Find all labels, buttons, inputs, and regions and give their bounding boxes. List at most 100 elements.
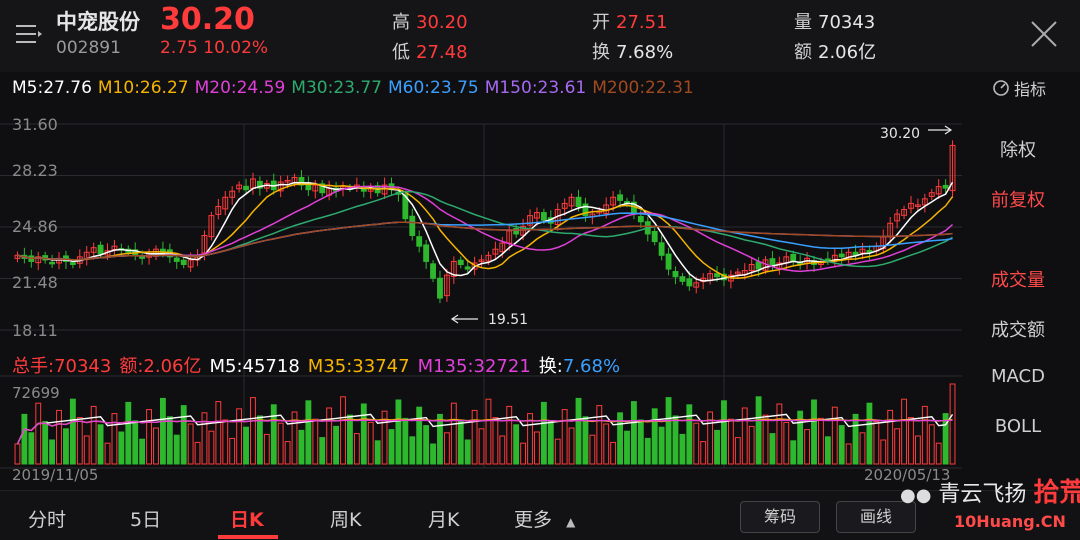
volume-bar bbox=[49, 439, 56, 465]
volume-bar bbox=[159, 397, 166, 465]
volume-bar bbox=[575, 397, 582, 465]
volume-legend-item: 7.68% bbox=[562, 356, 621, 377]
candle-body bbox=[229, 190, 236, 198]
watermark-site: 10Huang.CN bbox=[954, 512, 1066, 531]
candle-body bbox=[478, 259, 485, 262]
stat-turnover: 换 7.68% bbox=[592, 42, 674, 63]
volume-bar bbox=[250, 397, 256, 465]
candle-body bbox=[755, 261, 762, 270]
candle-body bbox=[173, 257, 180, 262]
high-marker-label: 30.20 bbox=[880, 126, 920, 142]
candle-body bbox=[312, 184, 319, 192]
volume-bar bbox=[824, 436, 831, 465]
menu-icon[interactable] bbox=[16, 22, 42, 46]
candle-body bbox=[935, 186, 942, 195]
volume-bar bbox=[97, 424, 104, 465]
candle-body bbox=[568, 196, 575, 207]
tab-weekly-k[interactable]: 周K bbox=[330, 509, 362, 531]
option-2[interactable]: 成交量 bbox=[991, 270, 1045, 291]
volume-bar bbox=[402, 417, 409, 465]
volume-bar bbox=[388, 429, 395, 465]
candle-body bbox=[914, 204, 921, 207]
tab-monthly-k[interactable]: 月K bbox=[428, 509, 460, 531]
candle-body bbox=[416, 236, 423, 247]
option-0[interactable]: 除权 bbox=[1000, 140, 1036, 161]
volume-bar bbox=[69, 398, 76, 465]
volume-bar bbox=[187, 423, 194, 465]
volume-bar bbox=[617, 412, 623, 465]
volume-bar bbox=[208, 430, 215, 465]
ma-legend-item: M60:23.75 bbox=[388, 78, 479, 98]
candle-body bbox=[360, 187, 367, 192]
option-5[interactable]: BOLL bbox=[994, 416, 1042, 437]
volume-bar bbox=[776, 403, 783, 465]
gauge-icon bbox=[993, 80, 1009, 96]
candle-body bbox=[284, 180, 291, 183]
stat-low: 低 27.48 bbox=[392, 42, 468, 63]
volume-bar bbox=[665, 397, 672, 465]
chips-button[interactable]: 筹码 bbox=[740, 501, 820, 533]
option-4[interactable]: MACD bbox=[991, 366, 1045, 387]
volume-bar bbox=[637, 419, 644, 465]
candle-body bbox=[637, 216, 644, 223]
stat-high: 高 30.20 bbox=[392, 12, 468, 33]
volume-bar bbox=[797, 410, 804, 465]
volume-bar bbox=[450, 402, 457, 465]
volume-bar bbox=[589, 434, 596, 465]
volume-bar bbox=[194, 441, 201, 465]
volume-bar bbox=[721, 400, 727, 465]
indicator-label: 指标 bbox=[1014, 80, 1047, 99]
ma-legend-item: M10:26.27 bbox=[97, 78, 189, 98]
volume-bar bbox=[679, 433, 686, 465]
volume-bar bbox=[104, 442, 111, 465]
candle-body bbox=[658, 242, 665, 256]
candle-body bbox=[139, 256, 146, 259]
volume-bar bbox=[340, 396, 346, 465]
volume-bar bbox=[734, 437, 741, 465]
candle-body bbox=[180, 259, 187, 265]
volume-bar bbox=[319, 437, 326, 465]
volume-bar bbox=[367, 421, 374, 465]
volume-bar bbox=[90, 405, 97, 465]
volume-bar bbox=[464, 439, 471, 465]
candle-body bbox=[485, 254, 492, 262]
tab-daily-k[interactable]: 日K bbox=[230, 509, 264, 531]
candle-body bbox=[534, 212, 540, 219]
volume-bar bbox=[908, 417, 914, 465]
close-icon[interactable] bbox=[1026, 16, 1062, 52]
volume-bar bbox=[277, 422, 284, 465]
volume-bar bbox=[727, 418, 734, 465]
volume-bar bbox=[700, 441, 707, 465]
candle-body bbox=[208, 215, 215, 238]
tab-5day[interactable]: 5日 bbox=[130, 509, 162, 531]
volume-bar bbox=[457, 421, 464, 465]
candle-body bbox=[277, 181, 284, 192]
volume-bar bbox=[83, 435, 90, 465]
option-1[interactable]: 前复权 bbox=[991, 190, 1045, 211]
indicator-button[interactable]: 指标 bbox=[992, 76, 1046, 100]
volume-bar bbox=[804, 429, 811, 465]
volume-bar bbox=[347, 414, 353, 465]
kline-chart[interactable]: 31.60 28.23 24.86 21.48 18.11 30.20 19.51 726… bbox=[0, 108, 968, 488]
volume-bar bbox=[534, 431, 540, 465]
draw-line-button[interactable]: 画线 bbox=[836, 501, 916, 533]
volume-bar bbox=[305, 400, 312, 465]
volume-bar bbox=[284, 441, 291, 465]
tab-intraday[interactable]: 分时 bbox=[28, 509, 67, 531]
candle-body bbox=[714, 273, 720, 278]
price-axis-label: 31.60 bbox=[12, 115, 58, 134]
quote-header: 中宠股份 002891 30.20 2.75 10.02% 高 30.20 低 27… bbox=[0, 0, 1080, 72]
volume-bar bbox=[270, 404, 277, 465]
chart-options-panel: 除权前复权成交量成交额 MACD BOLL bbox=[968, 108, 1072, 458]
candle-body bbox=[748, 263, 755, 272]
volume-bar bbox=[201, 412, 208, 465]
tab-more[interactable]: 更多 ▲ bbox=[514, 505, 575, 532]
volume-bar bbox=[63, 428, 69, 465]
volume-bar bbox=[644, 437, 651, 465]
option-3[interactable]: 成交额 bbox=[991, 320, 1045, 341]
candle-body bbox=[443, 274, 450, 297]
candle-body bbox=[859, 248, 866, 254]
volume-bar bbox=[298, 429, 305, 465]
volume-legend-item: M5:45718 bbox=[209, 356, 300, 377]
volume-bar bbox=[222, 419, 229, 465]
